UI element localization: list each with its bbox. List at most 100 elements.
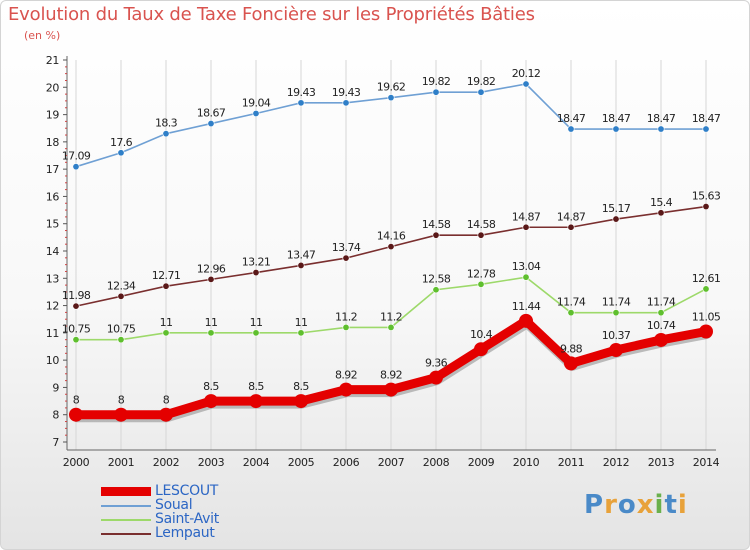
data-label-lempaut: 15.17 — [602, 202, 631, 215]
data-labels: 17.09 17.6 18.3 18.67 19.04 19.43 19.43 19.62 19… — [62, 67, 722, 407]
legend-label-lescout: LESCOUT — [155, 483, 219, 499]
data-label-lescout: 11.05 — [692, 310, 721, 323]
y-tick-label: 16 — [46, 190, 60, 203]
data-point-lempaut — [162, 282, 170, 290]
data-label-saint-avit: 12.61 — [692, 272, 721, 285]
data-point-soual — [477, 88, 485, 96]
data-point-lempaut — [207, 275, 215, 283]
data-label-lempaut: 13.21 — [242, 256, 271, 269]
data-label-saint-avit: 12.58 — [422, 273, 451, 286]
data-point-saint-avit — [342, 323, 350, 331]
data-point-soual — [252, 109, 260, 117]
data-label-soual: 19.04 — [242, 96, 271, 109]
chart-unit: (en %) — [24, 29, 61, 42]
data-label-saint-avit: 11 — [160, 316, 173, 329]
data-label-lescout: 8.92 — [335, 369, 357, 382]
y-tick-label: 18 — [46, 136, 60, 149]
data-point-saint-avit — [612, 309, 620, 317]
data-label-lempaut: 11.98 — [62, 289, 91, 302]
data-point-saint-avit — [252, 329, 260, 337]
data-point-soual — [207, 120, 215, 128]
data-point-lempaut — [567, 223, 575, 231]
data-label-lempaut: 15.63 — [692, 190, 721, 203]
series-layer — [69, 80, 713, 423]
y-tick-label: 9 — [52, 381, 59, 394]
data-point-lempaut — [297, 261, 305, 269]
data-point-saint-avit — [207, 329, 215, 337]
y-tick-label: 21 — [46, 54, 59, 67]
data-label-soual: 20.12 — [512, 67, 541, 80]
data-point-lescout — [294, 394, 308, 409]
data-point-soual — [612, 125, 620, 133]
x-tick-label: 2010 — [513, 456, 540, 469]
data-label-saint-avit: 11 — [250, 316, 263, 329]
data-label-saint-avit: 11 — [205, 316, 218, 329]
data-point-soual — [657, 125, 665, 133]
data-point-soual — [117, 149, 125, 157]
data-point-lescout — [69, 407, 83, 422]
data-label-lempaut: 14.58 — [422, 218, 451, 231]
y-tick-label: 10 — [46, 354, 60, 367]
data-label-lempaut: 12.34 — [107, 279, 136, 292]
data-label-soual: 19.62 — [377, 81, 406, 94]
data-point-saint-avit — [477, 280, 485, 288]
data-point-lempaut — [432, 231, 440, 239]
x-tick-label: 2012 — [603, 456, 629, 469]
data-label-soual: 19.82 — [422, 75, 451, 88]
data-label-lescout: 8 — [73, 394, 80, 407]
legend-label-saint-avit: Saint-Avit — [155, 511, 219, 527]
data-label-saint-avit: 11.74 — [602, 296, 631, 309]
data-point-lescout — [339, 382, 353, 397]
proxiti-logo: Proxiti — [584, 490, 688, 520]
data-label-soual: 18.3 — [155, 117, 178, 130]
legend-swatch-soual — [101, 505, 151, 507]
data-point-lempaut — [387, 243, 395, 251]
data-label-lempaut: 12.71 — [152, 269, 181, 282]
x-tick-label: 2006 — [333, 456, 360, 469]
data-label-saint-avit: 11.2 — [380, 310, 402, 323]
y-tick-label: 15 — [46, 218, 60, 231]
y-tick-label: 20 — [46, 81, 60, 94]
data-label-lempaut: 14.87 — [557, 210, 586, 223]
x-tick-label: 2013 — [648, 456, 675, 469]
data-point-saint-avit — [387, 323, 395, 331]
data-point-saint-avit — [567, 309, 575, 317]
y-tick-label: 11 — [46, 327, 59, 340]
x-tick-label: 2009 — [468, 456, 495, 469]
data-label-lescout: 8 — [163, 394, 170, 407]
data-point-lescout — [159, 407, 173, 422]
data-label-soual: 18.47 — [692, 112, 721, 125]
data-point-soual — [162, 130, 170, 138]
y-tick-label: 13 — [46, 272, 60, 285]
legend-swatch-saint-avit — [101, 519, 151, 521]
y-tick-label: 14 — [46, 245, 60, 258]
data-point-saint-avit — [702, 285, 710, 293]
data-label-lescout: 11.44 — [512, 300, 541, 313]
y-tick-label: 17 — [46, 163, 60, 176]
data-label-saint-avit: 11.74 — [647, 296, 676, 309]
data-label-lescout: 10.37 — [602, 329, 631, 342]
data-point-soual — [432, 88, 440, 96]
data-label-lescout: 10.74 — [647, 319, 676, 332]
data-label-lescout: 8.5 — [203, 380, 219, 393]
data-point-lempaut — [72, 302, 80, 310]
data-point-saint-avit — [522, 273, 530, 281]
data-label-lescout: 9.36 — [425, 357, 448, 370]
data-label-lempaut: 15.4 — [650, 196, 673, 209]
data-label-soual: 18.67 — [197, 107, 226, 120]
y-tick-label: 7 — [52, 436, 59, 449]
x-tick-label: 2000 — [63, 456, 90, 469]
data-label-lescout: 8.5 — [293, 380, 309, 393]
x-tick-label: 2003 — [198, 456, 225, 469]
data-label-lescout: 9.88 — [560, 342, 583, 355]
legend-swatch-lescout — [101, 487, 151, 496]
data-label-soual: 17.6 — [110, 136, 133, 149]
data-label-saint-avit: 11.74 — [557, 296, 586, 309]
legend-label-soual: Soual — [155, 497, 193, 513]
data-point-soual — [72, 163, 80, 171]
data-point-soual — [342, 99, 350, 107]
data-point-lempaut — [522, 223, 530, 231]
data-label-soual: 19.43 — [332, 86, 361, 99]
